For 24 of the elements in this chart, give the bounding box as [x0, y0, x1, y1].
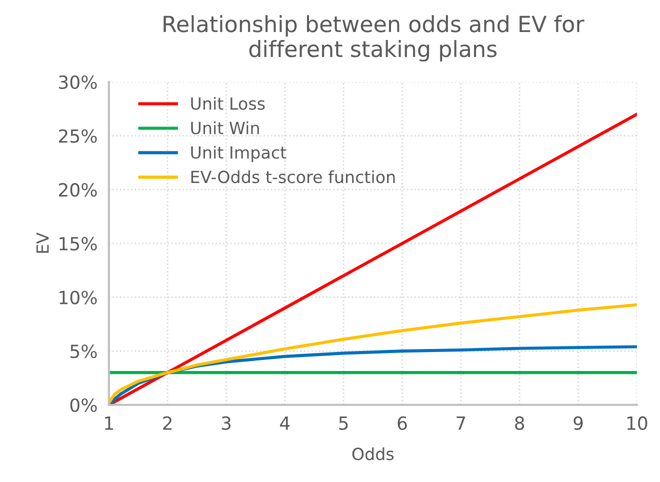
- y-tick-label: 5%: [70, 344, 97, 358]
- chart-title: Relationship between odds and EV for different staking plans: [164, 15, 584, 62]
- x-tick-label: 7: [456, 416, 466, 430]
- x-tick-label: 9: [574, 416, 583, 430]
- y-tick-label: 30%: [59, 75, 97, 90]
- x-tick-label: 10: [627, 416, 648, 430]
- legend-label: Unit Loss: [191, 96, 265, 110]
- x-tick-label: 8: [515, 416, 524, 430]
- x-tick-label: 4: [280, 416, 290, 430]
- x-tick-label: 6: [398, 416, 407, 430]
- y-tick-label: 10%: [60, 290, 97, 304]
- x-axis-title: Odds: [352, 447, 394, 460]
- x-tick-label: 5: [339, 416, 348, 430]
- legend-label: Unit Impact: [191, 146, 286, 162]
- y-tick-label: 25%: [58, 129, 97, 143]
- y-tick-label: 15%: [60, 236, 97, 251]
- y-tick-label: 20%: [58, 183, 97, 197]
- x-tick-label: 3: [222, 416, 231, 430]
- legend-label: Unit Win: [191, 121, 259, 134]
- legend-label: EV-Odds t-score function: [191, 170, 395, 184]
- y-axis-title: EV: [36, 232, 49, 253]
- x-tick-label: 1: [105, 416, 113, 430]
- y-tick-label: 0%: [70, 398, 97, 412]
- x-tick-label: 2: [163, 416, 172, 430]
